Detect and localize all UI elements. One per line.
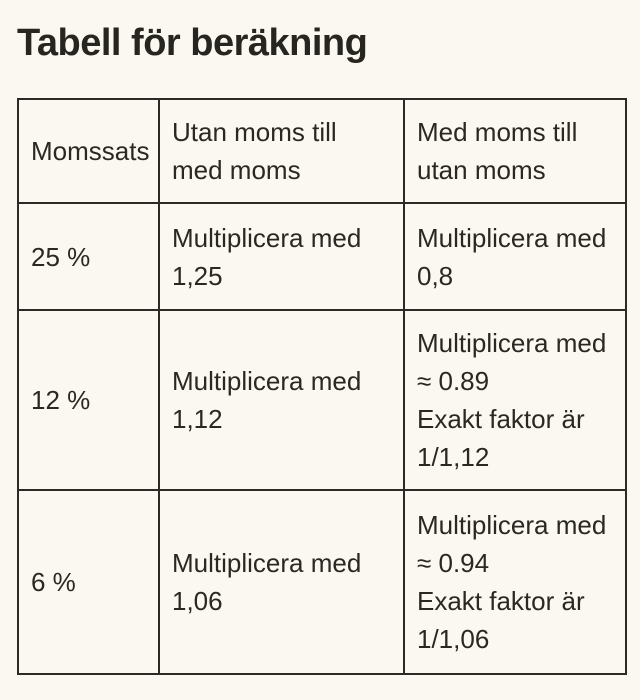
header-cell-med-till-utan: Med moms till utan moms <box>403 98 627 204</box>
cell-excl-to-incl: Multiplicera med 1,25 <box>158 202 405 311</box>
cell-rate: 6 % <box>17 489 160 675</box>
header-cell-utan-till-med: Utan moms till med moms <box>158 98 405 204</box>
page-title: Tabell för beräkning <box>17 22 368 64</box>
cell-incl-to-excl: Multiplicera med 0,8 <box>403 202 627 311</box>
vat-calculation-table: Momssats Utan moms till med moms Med mom… <box>17 98 627 675</box>
cell-rate: 25 % <box>17 202 160 311</box>
cell-rate: 12 % <box>17 309 160 491</box>
header-cell-momssats: Momssats <box>17 98 160 204</box>
table-row: 12 % Multiplicera med 1,12 Multiplicera … <box>17 309 627 491</box>
table-row: 25 % Multiplicera med 1,25 Multiplicera … <box>17 202 627 311</box>
cell-excl-to-incl: Multiplicera med 1,06 <box>158 489 405 675</box>
table-header-row: Momssats Utan moms till med moms Med mom… <box>17 98 627 204</box>
cell-incl-to-excl: Multiplicera med ≈ 0.94 Exakt faktor är … <box>403 489 627 675</box>
page: Tabell för beräkning Momssats Utan moms … <box>17 22 627 675</box>
table-row: 6 % Multiplicera med 1,06 Multiplicera m… <box>17 489 627 675</box>
cell-incl-to-excl: Multiplicera med ≈ 0.89 Exakt faktor är … <box>403 309 627 491</box>
cell-excl-to-incl: Multiplicera med 1,12 <box>158 309 405 491</box>
